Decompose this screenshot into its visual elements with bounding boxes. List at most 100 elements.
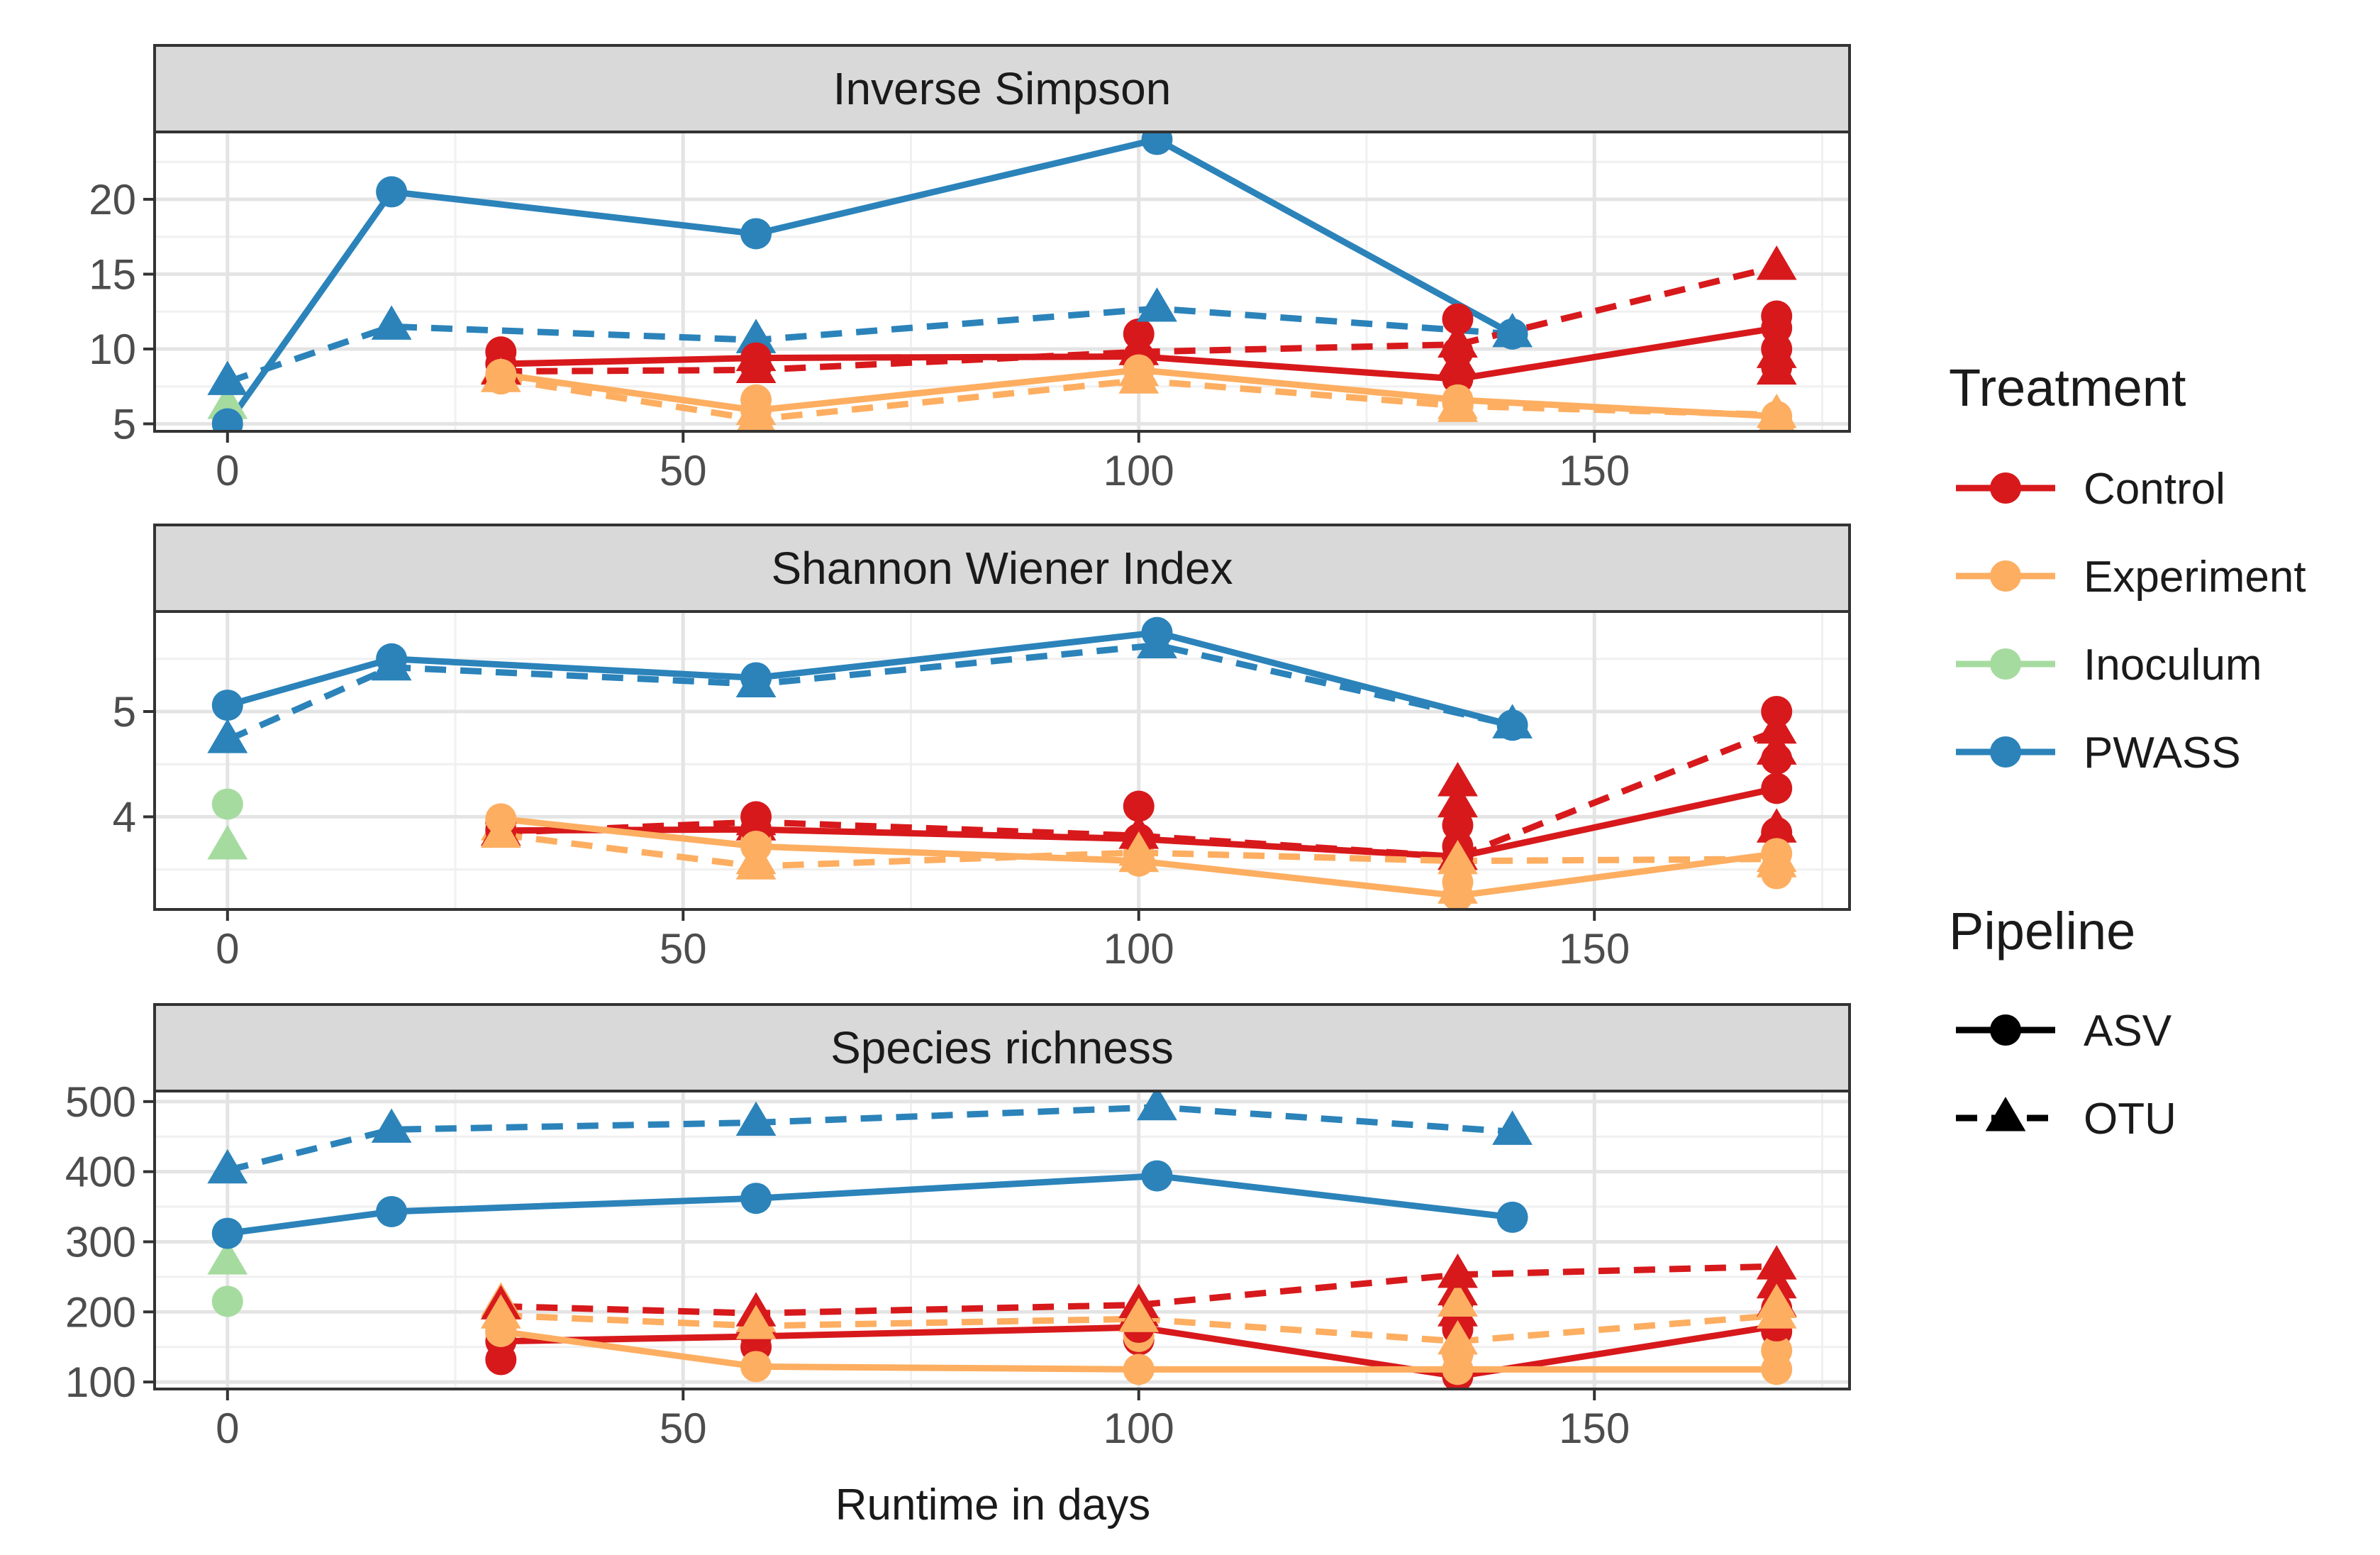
point-inoculum-otu bbox=[207, 825, 248, 860]
x-tick-label: 100 bbox=[1103, 447, 1174, 494]
y-tick-label: 4 bbox=[113, 793, 136, 841]
series-point-experiment-otu bbox=[480, 813, 521, 848]
series-point-pwass-otu bbox=[1137, 287, 1177, 322]
y-tick-label: 400 bbox=[65, 1149, 136, 1196]
legend-key-point bbox=[1990, 736, 2021, 768]
series-point-pwass-otu bbox=[371, 305, 412, 340]
y-tick-label: 20 bbox=[89, 176, 136, 223]
panel-3: Species richness 100 200 300 400 500 0 50 100 150 bbox=[65, 1003, 1851, 1452]
series-point-experiment-asv bbox=[1442, 1354, 1474, 1385]
series-point-control-otu bbox=[735, 800, 777, 836]
point-control-otu bbox=[1756, 1263, 1797, 1299]
series-point-pwass-otu bbox=[735, 663, 777, 697]
series-point-experiment-otu bbox=[1756, 1294, 1797, 1329]
series-point-control-otu bbox=[735, 348, 777, 384]
point-control-otu bbox=[1756, 350, 1797, 385]
series-point-experiment-otu bbox=[1118, 1297, 1160, 1332]
legend-label-pwass: PWASS bbox=[2084, 729, 2241, 778]
legend-label-experiment: Experiment bbox=[2084, 553, 2306, 602]
point-control-otu bbox=[1438, 782, 1478, 818]
series-point-control-otu bbox=[1438, 323, 1478, 358]
series-point-experiment-asv bbox=[1442, 880, 1474, 909]
series-point-experiment-otu bbox=[1438, 384, 1478, 419]
series-point-pwass-otu bbox=[207, 719, 248, 753]
x-tick-label: 150 bbox=[1559, 447, 1630, 494]
series-point-experiment-otu bbox=[736, 398, 776, 431]
point-inoculum-otu bbox=[207, 384, 248, 419]
series-point-pwass-otu bbox=[371, 1108, 412, 1143]
series-point-experiment-otu bbox=[1438, 839, 1478, 875]
x-axis-title: Runtime in days bbox=[835, 1481, 1151, 1529]
point-inoculum-otu bbox=[207, 1240, 248, 1275]
series-point-control-otu bbox=[1756, 1245, 1797, 1280]
point-inoculum-asv bbox=[211, 788, 243, 820]
y-tick-label: 10 bbox=[89, 326, 136, 373]
data-layer bbox=[207, 616, 1797, 909]
series-point-pwass-asv bbox=[211, 1217, 243, 1249]
x-tick-label: 50 bbox=[660, 447, 707, 494]
x-tick-label: 0 bbox=[216, 1405, 239, 1452]
point-control-asv bbox=[1442, 303, 1474, 335]
point-experiment-otu bbox=[1438, 1282, 1478, 1317]
legend-key-point bbox=[1990, 1014, 2021, 1046]
facet-strip bbox=[153, 524, 1851, 613]
series-point-pwass-asv bbox=[376, 1195, 408, 1227]
legend-label-asv: ASV bbox=[2084, 1007, 2172, 1056]
series-point-experiment-otu bbox=[1118, 359, 1160, 394]
series-point-pwass-asv bbox=[211, 690, 243, 721]
series-point-pwass-asv bbox=[740, 218, 772, 250]
legend-title-pipeline: Pipeline bbox=[1949, 902, 2135, 961]
series-point-pwass-otu bbox=[207, 1149, 248, 1184]
x-tick-label: 100 bbox=[1103, 925, 1174, 973]
series-point-pwass-otu bbox=[1137, 624, 1177, 659]
series-point-pwass-otu bbox=[207, 360, 248, 395]
legend-key-point bbox=[1990, 648, 2021, 680]
series-point-control-otu bbox=[1756, 245, 1797, 280]
series-point-pwass-otu bbox=[1492, 1110, 1533, 1145]
series-point-pwass-otu bbox=[1137, 1091, 1177, 1121]
point-control-otu bbox=[1756, 730, 1797, 765]
x-tick-label: 50 bbox=[660, 1405, 707, 1452]
facet-strip-title: Inverse Simpson bbox=[833, 63, 1172, 114]
series-point-control-otu bbox=[1118, 331, 1160, 365]
y-tick-label: 5 bbox=[113, 400, 136, 448]
point-control-otu bbox=[1756, 808, 1797, 843]
legend-title-treatment: Treatment bbox=[1949, 358, 2186, 417]
series-point-experiment-otu bbox=[735, 845, 777, 880]
point-control-asv bbox=[1123, 790, 1155, 822]
legend-label-otu: OTU bbox=[2084, 1095, 2176, 1144]
series-point-experiment-otu bbox=[480, 1294, 521, 1329]
data-layer bbox=[207, 132, 1797, 431]
series-point-experiment-asv bbox=[740, 1351, 772, 1383]
facet-strip bbox=[153, 1003, 1851, 1092]
facet-strip bbox=[153, 44, 1851, 133]
series-point-control-asv bbox=[1761, 312, 1793, 344]
series-point-pwass-otu bbox=[1492, 312, 1533, 348]
series-point-pwass-asv bbox=[1141, 1160, 1173, 1192]
series-point-experiment-otu bbox=[1118, 831, 1160, 866]
legend-label-control: Control bbox=[2084, 465, 2225, 514]
series-point-experiment-otu bbox=[480, 358, 521, 392]
series-point-pwass-otu bbox=[1492, 704, 1533, 738]
y-tick-label: 500 bbox=[65, 1078, 136, 1126]
y-tick-label: 100 bbox=[65, 1358, 136, 1406]
series-point-pwass-asv bbox=[740, 1183, 772, 1214]
legend-key-point bbox=[1985, 1097, 2026, 1131]
point-control-otu bbox=[1438, 762, 1478, 797]
series-point-pwass-otu bbox=[735, 1101, 777, 1136]
series-point-pwass-asv bbox=[376, 176, 408, 208]
x-tick-label: 150 bbox=[1559, 1405, 1630, 1452]
series-point-pwass-otu bbox=[735, 319, 777, 353]
y-tick-label: 200 bbox=[65, 1288, 136, 1336]
x-tick-label: 0 bbox=[216, 447, 239, 494]
point-inoculum-asv bbox=[211, 1285, 243, 1317]
y-tick-label: 15 bbox=[89, 250, 136, 298]
legend: Treatment Control Experiment Inoculum PWASS P… bbox=[1949, 358, 2306, 1144]
y-tick-label: 300 bbox=[65, 1218, 136, 1266]
legend-key-point bbox=[1990, 560, 2021, 592]
series-point-experiment-otu bbox=[1756, 837, 1797, 873]
y-tick-label: 5 bbox=[113, 688, 136, 736]
x-tick-label: 0 bbox=[216, 925, 239, 973]
